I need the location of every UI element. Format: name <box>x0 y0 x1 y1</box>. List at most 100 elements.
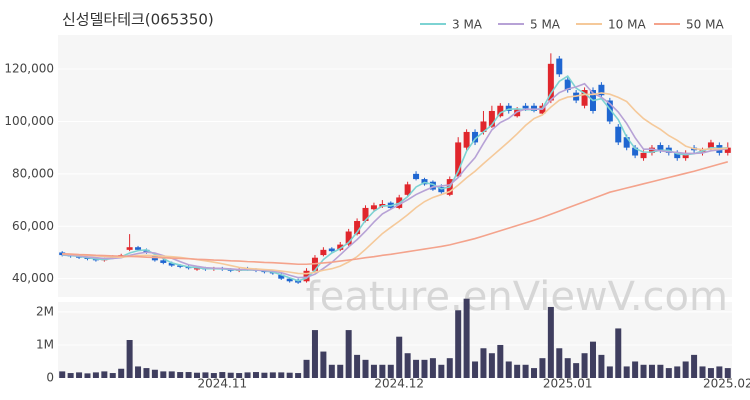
volume-bar <box>143 368 150 378</box>
volume-bar <box>472 361 479 378</box>
candle-body <box>160 260 167 263</box>
volume-bar <box>210 373 217 378</box>
volume-bar <box>345 330 352 378</box>
volume-bar <box>379 364 386 378</box>
candle-body <box>370 205 377 210</box>
candle-body <box>497 105 504 117</box>
volume-bar <box>699 366 706 378</box>
candle-body <box>303 270 310 282</box>
candle-body <box>354 221 361 235</box>
legend-label: 3 MA <box>452 18 483 32</box>
candle-body <box>648 147 655 153</box>
volume-bar <box>556 348 563 378</box>
candle-body <box>623 137 630 148</box>
volume-bar <box>632 361 639 378</box>
volume-bar <box>362 359 369 378</box>
volume-bar <box>59 371 66 378</box>
volume-bar <box>674 366 681 378</box>
candle-body <box>707 142 714 148</box>
volume-bar <box>219 372 226 378</box>
volume-bar <box>531 368 538 378</box>
volume-bar <box>547 306 554 378</box>
candle-body <box>632 147 639 156</box>
watermark: feature.enViewV.com <box>306 274 728 320</box>
volume-bar <box>320 351 327 378</box>
volume-bar <box>396 336 403 378</box>
candle-body <box>194 268 201 270</box>
volume-bar <box>84 373 91 378</box>
volume-bar <box>168 371 175 378</box>
candle-body <box>598 84 605 96</box>
volume-bar <box>421 359 428 378</box>
candle-body <box>143 249 150 253</box>
chart-title: 신성델타테크(065350) <box>62 11 214 29</box>
candle-body <box>320 249 327 256</box>
volume-bar <box>446 358 453 378</box>
volume-bar <box>404 353 411 378</box>
y-tick-label: 120,000 <box>4 62 54 76</box>
volume-bar <box>438 364 445 378</box>
volume-bar <box>92 372 99 378</box>
volume-bar <box>539 358 546 378</box>
volume-bar <box>488 353 495 378</box>
candle-body <box>345 231 352 245</box>
legend-label: 5 MA <box>530 18 561 32</box>
volume-bar <box>311 330 318 378</box>
candle-body <box>522 105 529 109</box>
volume-bar <box>648 364 655 378</box>
volume-bar <box>707 368 714 378</box>
candle-body <box>547 63 554 101</box>
volume-bar <box>581 353 588 378</box>
candle-body <box>168 262 175 266</box>
volume-bar <box>101 371 108 378</box>
volume-bar <box>387 364 394 378</box>
volume-bar <box>370 364 377 378</box>
y-tick-label: 0 <box>46 371 54 385</box>
candle-body <box>674 152 681 159</box>
volume-bar <box>691 354 698 378</box>
candle-body <box>362 207 369 222</box>
candle-body <box>581 90 588 106</box>
candle-body <box>126 247 133 250</box>
candle-body <box>328 248 335 252</box>
volume-bar <box>278 372 285 378</box>
volume-bar <box>623 366 630 378</box>
volume-bar <box>269 372 276 378</box>
volume-bar <box>126 340 133 378</box>
y-tick-label: 80,000 <box>12 166 54 180</box>
volume-bar <box>328 364 335 378</box>
volume-bar <box>118 368 125 378</box>
volume-bar <box>497 344 504 378</box>
candle-body <box>413 173 420 180</box>
ma-line <box>62 161 729 266</box>
x-tick-label: 2025.01 <box>543 377 593 391</box>
candle-body <box>286 278 293 282</box>
y-tick-label: 60,000 <box>12 219 54 233</box>
volume-bar <box>455 310 462 378</box>
y-tick-label: 100,000 <box>4 114 54 128</box>
legend-label: 10 MA <box>608 18 646 32</box>
candle-body <box>514 109 521 117</box>
volume-bar <box>295 373 302 378</box>
candle-body <box>556 58 563 75</box>
candle-body <box>615 126 622 143</box>
volume-bar <box>194 372 201 378</box>
volume-bar <box>185 372 192 378</box>
volume-bar <box>252 372 259 378</box>
volume-bar <box>606 366 613 378</box>
volume-bar <box>261 372 268 378</box>
volume-bar <box>640 364 647 378</box>
y-tick-label: 40,000 <box>12 271 54 285</box>
candle-body <box>278 274 285 279</box>
candle-body <box>480 121 487 132</box>
volume-bar <box>514 364 521 378</box>
x-tick-label: 2024.11 <box>197 377 247 391</box>
volume-bar <box>480 348 487 378</box>
volume-bar <box>682 361 689 378</box>
candle-body <box>135 247 142 250</box>
volume-bar <box>76 372 83 378</box>
candle-body <box>455 142 462 177</box>
volume-bar <box>177 372 184 378</box>
volume-bar <box>354 354 361 378</box>
